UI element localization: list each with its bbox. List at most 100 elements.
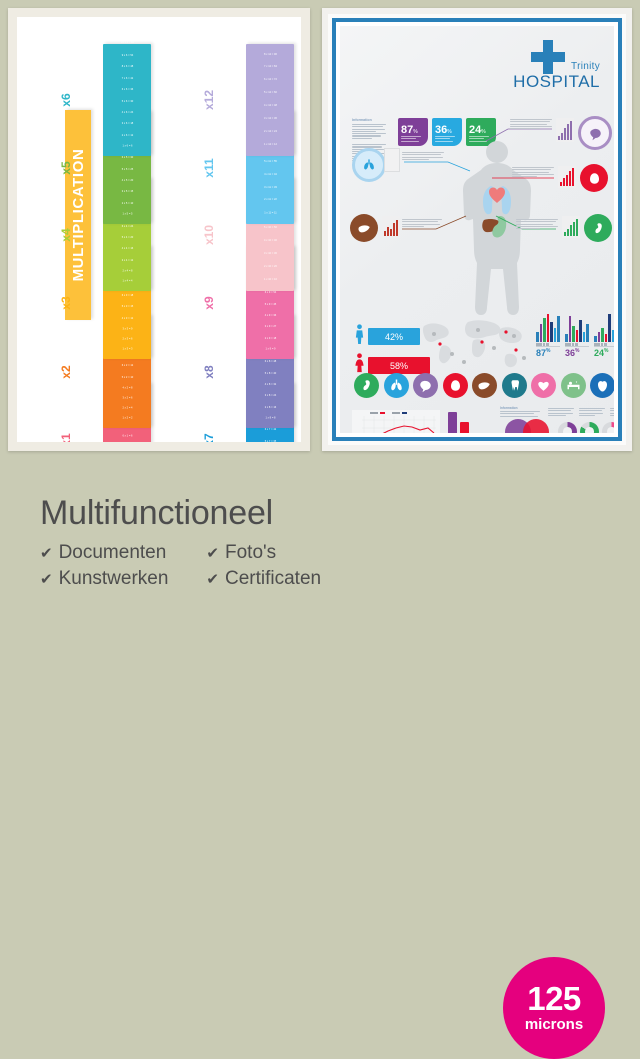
feature-label: Documenten <box>58 542 167 563</box>
multiplication-cell: 4 x 8 = 32 <box>264 382 276 386</box>
liver-icon[interactable] <box>472 373 497 398</box>
multiplication-cell: 9 x 12 = 108 <box>262 38 278 42</box>
multiplication-cell: 3 x 9 = 27 <box>264 325 276 329</box>
multiplication-cell: 2 x 3 = 6 <box>121 337 133 341</box>
multiplication-cell: 8 x 6 = 48 <box>121 64 133 68</box>
bed-icon[interactable] <box>560 373 586 398</box>
male-icon <box>354 324 365 349</box>
feature-item-right-0: ✔ Foto's <box>206 542 321 564</box>
apple-icon[interactable] <box>590 373 614 398</box>
feature-list: ✔ Documenten ✔ Kunstwerken ✔ Foto's ✔ Certific… <box>40 542 321 590</box>
stat-chip-unit: % <box>481 129 486 135</box>
multiplication-cell: 1 x 9 = 9 <box>264 347 276 351</box>
feature-label: Kunstwerken <box>58 568 169 589</box>
multiplication-cell: 6 x 7 = 42 <box>264 427 276 431</box>
multiplication-label-x4: x4 <box>59 228 73 242</box>
multiplication-cell: 6 x 5 = 30 <box>121 155 133 159</box>
bar-group-statistics: 87%36%24%74% <box>535 312 614 358</box>
multiplication-cell: 1 x 10 = 10 <box>263 278 277 282</box>
bar-group-axis <box>594 343 614 346</box>
multiplication-cell: 2 x 9 = 18 <box>264 336 276 340</box>
multiplication-poster[interactable]: MULTIPLICATION 1 x 1 = 12 x 1 = 23 x 1 =… <box>8 8 310 451</box>
heart-callout-text <box>512 167 554 178</box>
multiplication-cell: 7 x 6 = 42 <box>121 76 133 80</box>
multiplication-cell: 5 x 3 = 15 <box>121 305 133 309</box>
bar-group-24: 24% <box>593 312 614 358</box>
multiplication-cell: 4 x 5 = 20 <box>121 178 133 182</box>
hospital-logo: Trinity HOSPITAL <box>513 40 600 92</box>
gender-stat-row: 42% <box>354 324 430 349</box>
kidney-icon[interactable] <box>442 373 468 398</box>
hospital-name: HOSPITAL <box>513 72 600 91</box>
multiplication-cell: 10 x 6 = 60 <box>120 41 134 45</box>
female-icon <box>354 353 365 378</box>
posters-row: MULTIPLICATION 1 x 1 = 12 x 1 = 23 x 1 =… <box>0 0 640 462</box>
multiplication-cell: 4 x 10 = 40 <box>263 239 277 243</box>
multiplication-cell: 7 x 12 = 84 <box>263 65 277 69</box>
multiplication-cell: 4 x 3 = 12 <box>121 316 133 320</box>
stat-chip-value: 24 <box>469 124 482 136</box>
bottom-chart-strip: Information <box>352 406 614 433</box>
column-bar <box>460 422 469 433</box>
multiplication-table-x6[interactable]: 1 x 6 = 6 2 x 6 = 12 3 x 6 = 18 4 x 6 = 24 5… <box>103 17 151 156</box>
bar-group-bars <box>564 312 590 342</box>
check-icon: ✔ <box>206 545 219 562</box>
multiplication-cell: 12 x 6 = 72 <box>120 17 134 19</box>
multiplication-cell: 2 x 10 = 20 <box>263 265 277 269</box>
multiplication-cell: 2 x 4 = 8 <box>121 269 133 273</box>
liver-callout-text <box>402 219 442 227</box>
liver-ring-icon <box>350 214 378 242</box>
lungs-mini-doc <box>384 148 400 172</box>
multiplication-poster-page: MULTIPLICATION 1 x 1 = 12 x 1 = 23 x 1 =… <box>17 17 301 442</box>
multiplication-cell: 2 x 5 = 10 <box>121 201 133 205</box>
brain-ring-icon <box>578 116 612 150</box>
multiplication-cell: 3 x 11 = 33 <box>263 185 277 189</box>
multiplication-cell: 2 x 6 = 12 <box>121 133 133 137</box>
thickness-badge: 125 microns <box>503 957 605 1059</box>
gender-stat-value: 42% <box>368 328 420 345</box>
multiplication-cell: 3 x 6 = 18 <box>121 122 133 126</box>
multiplication-cell: 3 x 8 = 24 <box>264 394 276 398</box>
multiplication-cell: 6 x 4 = 24 <box>121 224 133 228</box>
multiplication-label-x11: x11 <box>202 158 216 178</box>
bottom-text-columns <box>548 408 614 416</box>
heart-icon[interactable] <box>531 373 556 398</box>
heart-mini-bar-chart <box>558 166 576 188</box>
lungs-icon[interactable] <box>383 373 409 398</box>
feature-item-right-1: ✔ Certificaten <box>206 568 321 590</box>
brain-mini-bar-chart <box>556 118 574 142</box>
tooth-icon[interactable] <box>501 373 527 398</box>
multiplication-cell: 5 x 4 = 20 <box>121 235 133 239</box>
feature-label: Certificaten <box>225 568 322 589</box>
bar-group-axis <box>536 343 560 346</box>
multiplication-label-x12: x12 <box>202 89 216 111</box>
multiplication-cell: 5 x 11 = 55 <box>263 160 277 164</box>
multiplication-canvas: MULTIPLICATION 1 x 1 = 12 x 1 = 23 x 1 =… <box>17 17 301 442</box>
bar-group-percent: 24% <box>594 346 614 358</box>
multiplication-cell: 6 x 3 = 18 <box>121 293 133 297</box>
hospital-poster[interactable]: Trinity HOSPITAL Information <box>322 8 632 451</box>
multiplication-cell: 4 x 9 = 36 <box>264 313 276 317</box>
multiplication-table-x12[interactable]: 1 x 12 = 12 2 x 12 = 24 3 x 12 = 36 4 x 12 … <box>246 24 294 156</box>
bar-group-percent: 36% <box>565 346 589 358</box>
bar-group-87: 87% <box>535 312 561 358</box>
feature-label: Foto's <box>225 542 277 563</box>
thickness-unit: microns <box>524 1015 584 1033</box>
gender-stat-value: 58% <box>368 357 430 374</box>
multiplication-label-x5: x5 <box>59 161 73 175</box>
multiplication-cell: 4 x 6 = 24 <box>121 110 133 114</box>
multiplication-cell: 3 x 12 = 36 <box>263 117 277 121</box>
multiplication-cell: 3 x 4 = 12 <box>121 258 133 262</box>
multiplication-cell: 6 x 12 = 72 <box>263 78 277 82</box>
stomach-icon[interactable] <box>354 373 379 398</box>
multiplication-cell: 2 x 11 = 22 <box>263 198 277 202</box>
page-title: Multifunctioneel <box>40 494 274 532</box>
brain-icon[interactable] <box>413 373 438 398</box>
bar-group-axis <box>565 343 589 346</box>
product-description-bar: Multifunctioneel ✔ Documenten ✔ Kunstwerken… <box>0 462 640 1059</box>
multiplication-cell: 5 x 5 = 25 <box>121 167 133 171</box>
poster-product-banner: MULTIPLICATION 1 x 1 = 12 x 1 = 23 x 1 =… <box>0 0 640 640</box>
multiplication-cell: 1 x 8 = 8 <box>264 416 276 420</box>
multiplication-cell: 2 x 12 = 24 <box>263 130 277 134</box>
check-icon: ✔ <box>40 571 53 588</box>
